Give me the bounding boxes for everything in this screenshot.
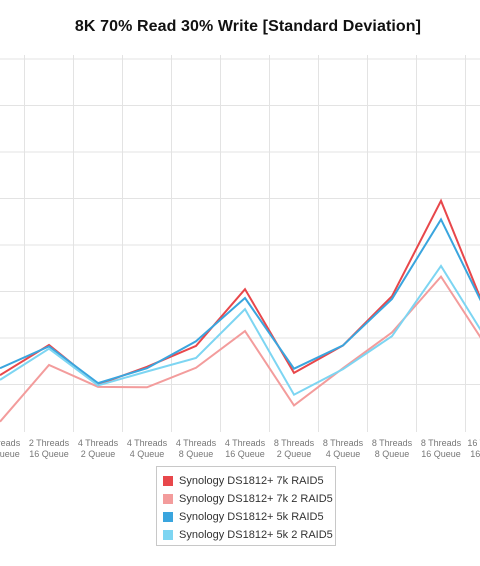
legend-item[interactable]: Synology DS1812+ 5k RAID5 xyxy=(163,509,333,525)
x-tick-label: 8 Threads 4 Queue xyxy=(323,438,364,459)
x-tick-label: 2 Threads 16 Queue xyxy=(29,438,70,459)
series-line-4[interactable] xyxy=(0,264,480,397)
series-line-2[interactable] xyxy=(0,274,480,423)
legend-label: Synology DS1812+ 5k 2 RAID5 xyxy=(179,529,333,541)
series-line-1[interactable] xyxy=(0,198,480,386)
x-tick-label: 8 Threads 2 Queue xyxy=(274,438,315,459)
legend-swatch-4 xyxy=(163,530,173,540)
legend-swatch-2 xyxy=(163,494,173,504)
x-tick-label: 4 Threads 4 Queue xyxy=(127,438,168,459)
legend-item[interactable]: Synology DS1812+ 7k RAID5 xyxy=(163,473,333,489)
legend-swatch-3 xyxy=(163,512,173,522)
series-layer xyxy=(0,198,480,423)
x-tick-label: 4 Threads 2 Queue xyxy=(78,438,119,459)
x-tick-label: 4 Threads 16 Queue xyxy=(225,438,266,459)
chart-title: 8K 70% Read 30% Write [Standard Deviatio… xyxy=(74,18,422,35)
series-line-3[interactable] xyxy=(0,217,480,385)
grid-layer xyxy=(0,55,480,432)
legend-item[interactable]: Synology DS1812+ 7k 2 RAID5 xyxy=(163,491,333,507)
x-tick-label: 8 Threads 8 Queue xyxy=(372,438,413,459)
legend-item[interactable]: Synology DS1812+ 5k 2 RAID5 xyxy=(163,527,333,543)
legend-label: Synology DS1812+ 5k RAID5 xyxy=(179,511,324,523)
x-tick-label: 8 Threads 16 Queue xyxy=(421,438,462,459)
legend: Synology DS1812+ 7k RAID5 Synology DS181… xyxy=(156,466,336,546)
legend-swatch-1 xyxy=(163,476,173,486)
x-tick-label: 4 Threads 8 Queue xyxy=(176,438,217,459)
legend-label: Synology DS1812+ 7k 2 RAID5 xyxy=(179,493,333,505)
legend-label: Synology DS1812+ 7k RAID5 xyxy=(179,475,324,487)
